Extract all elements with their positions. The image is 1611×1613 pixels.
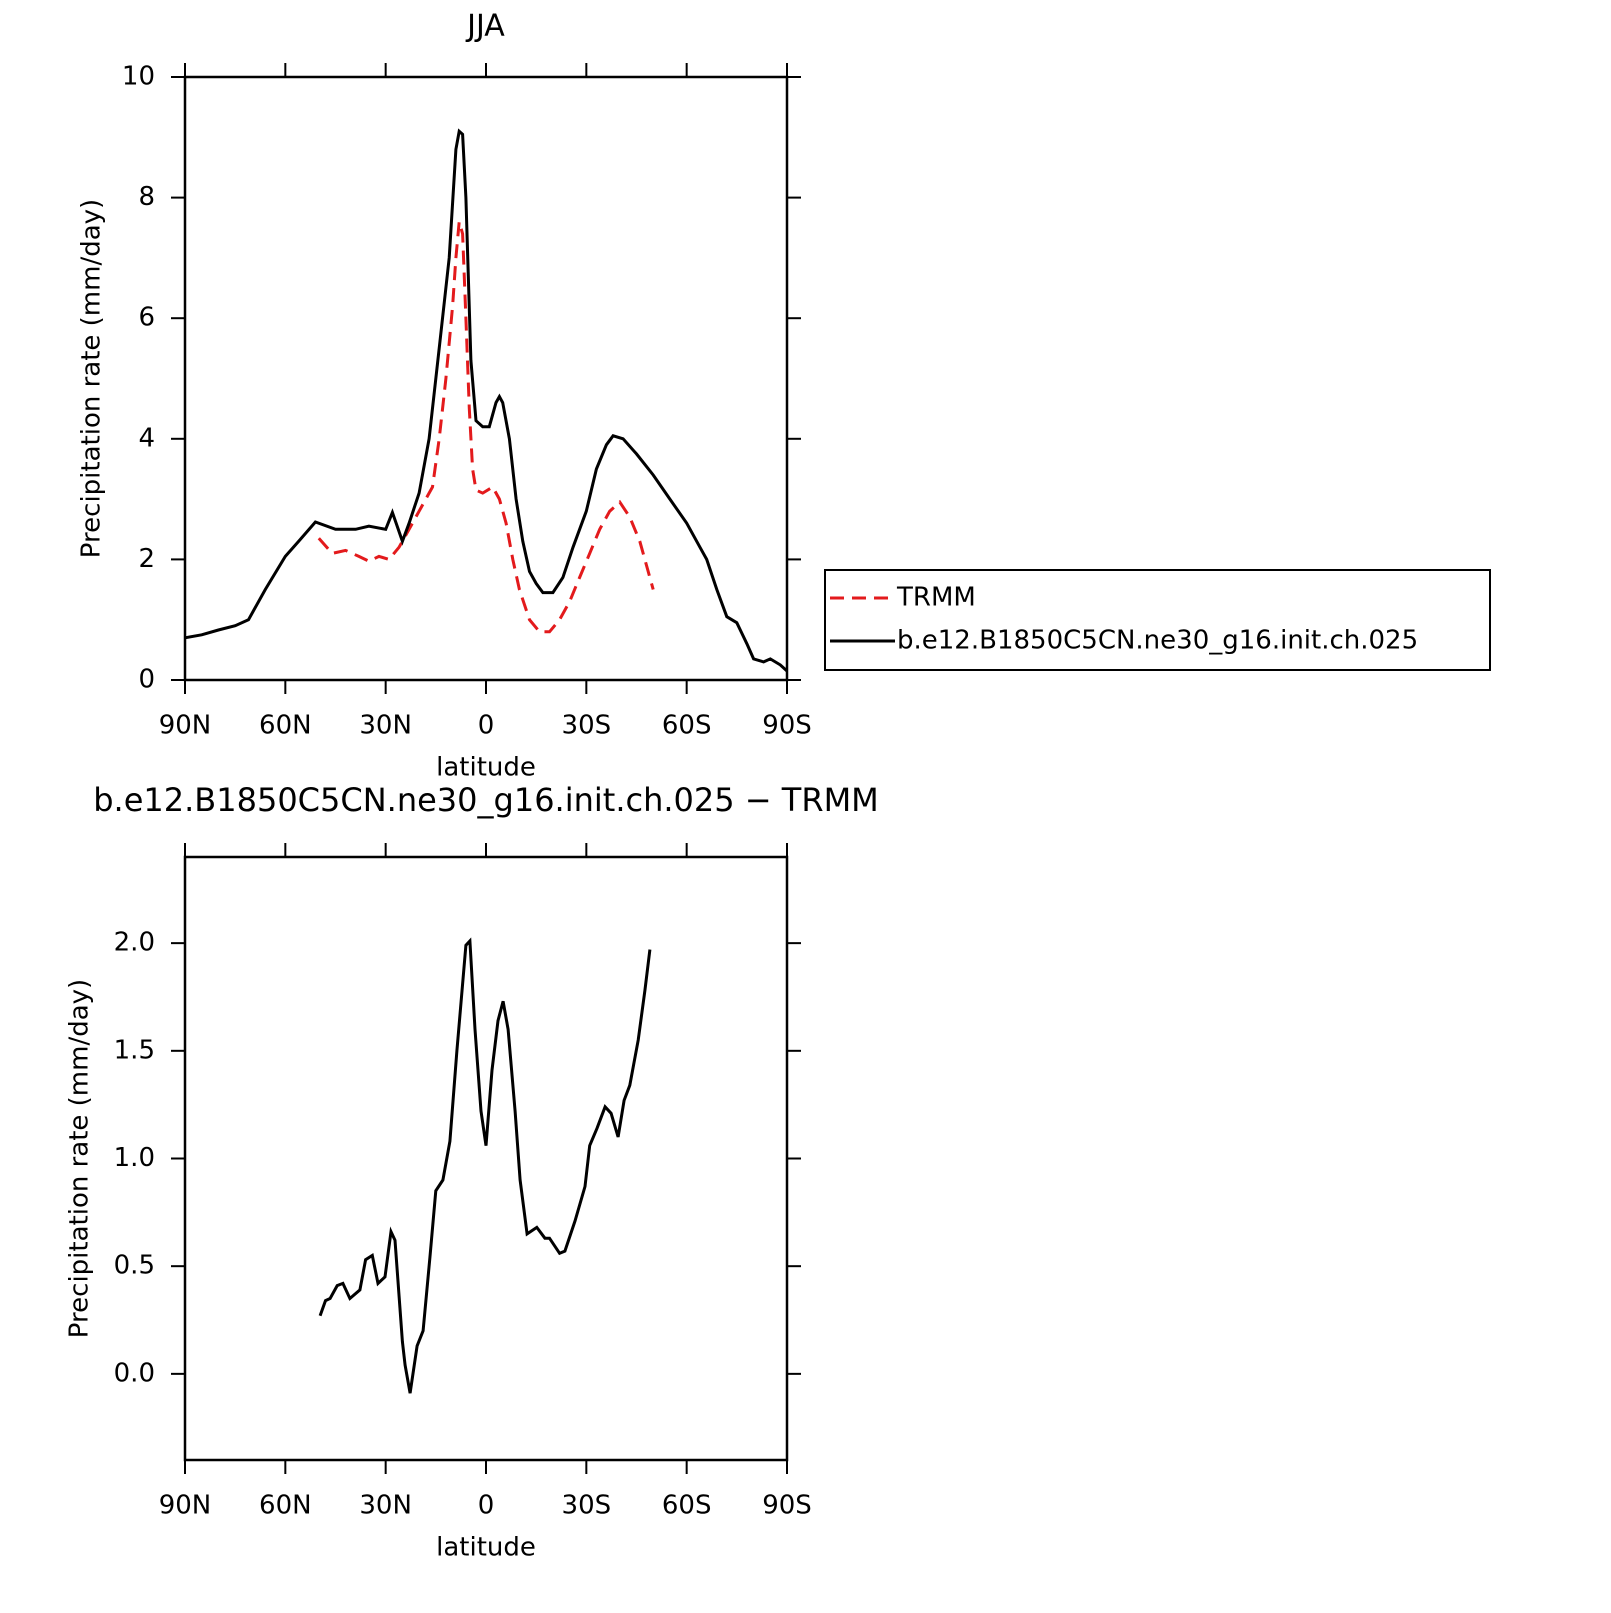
data-line xyxy=(184,128,789,673)
legend-label: TRMM xyxy=(896,583,976,613)
y-tick-label: 6 xyxy=(138,303,155,333)
x-tick-label: 90N xyxy=(159,1491,212,1521)
y-tick-label: 10 xyxy=(122,62,155,92)
y-tick-label: 0 xyxy=(138,665,155,695)
y-tick-label: 0.0 xyxy=(114,1358,155,1388)
x-axis-label: latitude xyxy=(436,753,536,783)
chart-title: JJA xyxy=(465,9,505,44)
data-line xyxy=(317,221,655,634)
x-tick-label: 60S xyxy=(662,711,712,741)
x-tick-label: 90S xyxy=(762,1491,812,1521)
x-tick-label: 60S xyxy=(662,1491,712,1521)
data-line xyxy=(318,937,652,1394)
x-axis-label: latitude xyxy=(436,1533,536,1563)
x-tick-label: 30N xyxy=(359,711,412,741)
y-axis-label: Precipitation rate (mm/day) xyxy=(65,979,95,1338)
x-tick-label: 90N xyxy=(159,711,212,741)
y-axis-label: Precipitation rate (mm/day) xyxy=(77,199,107,558)
chart-title: b.e12.B1850C5CN.ne30_g16.init.ch.025 − T… xyxy=(93,781,879,819)
x-tick-label: 90S xyxy=(762,711,812,741)
legend-label: b.e12.B1850C5CN.ne30_g16.init.ch.025 xyxy=(897,626,1418,656)
legend-box xyxy=(824,569,1491,671)
x-tick-label: 30N xyxy=(359,1491,412,1521)
plot-frame xyxy=(183,75,789,682)
plot-frame xyxy=(183,855,789,1462)
y-tick-label: 8 xyxy=(138,182,155,212)
x-tick-label: 60N xyxy=(259,711,312,741)
y-tick-label: 2.0 xyxy=(114,928,155,958)
x-tick-label: 30S xyxy=(562,1491,612,1521)
y-tick-label: 4 xyxy=(138,423,155,453)
x-tick-label: 30S xyxy=(562,711,612,741)
y-tick-label: 1.5 xyxy=(114,1035,155,1065)
x-tick-label: 0 xyxy=(478,1491,495,1521)
y-tick-label: 2 xyxy=(138,544,155,574)
x-tick-label: 0 xyxy=(478,711,495,741)
y-tick-label: 1.0 xyxy=(114,1143,155,1173)
x-tick-label: 60N xyxy=(259,1491,312,1521)
y-tick-label: 0.5 xyxy=(114,1251,155,1281)
